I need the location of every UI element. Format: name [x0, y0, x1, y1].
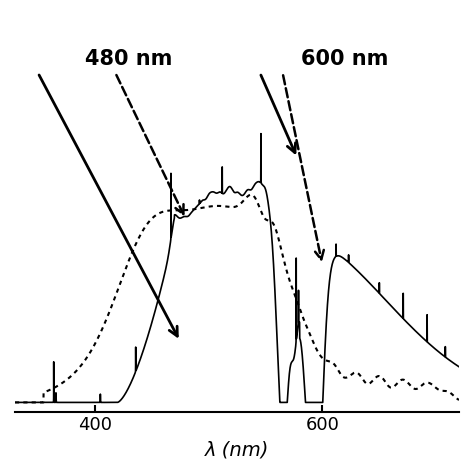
X-axis label: λ (nm): λ (nm)	[205, 440, 269, 459]
Text: 480 nm: 480 nm	[85, 49, 173, 70]
Text: 600 nm: 600 nm	[301, 49, 389, 70]
